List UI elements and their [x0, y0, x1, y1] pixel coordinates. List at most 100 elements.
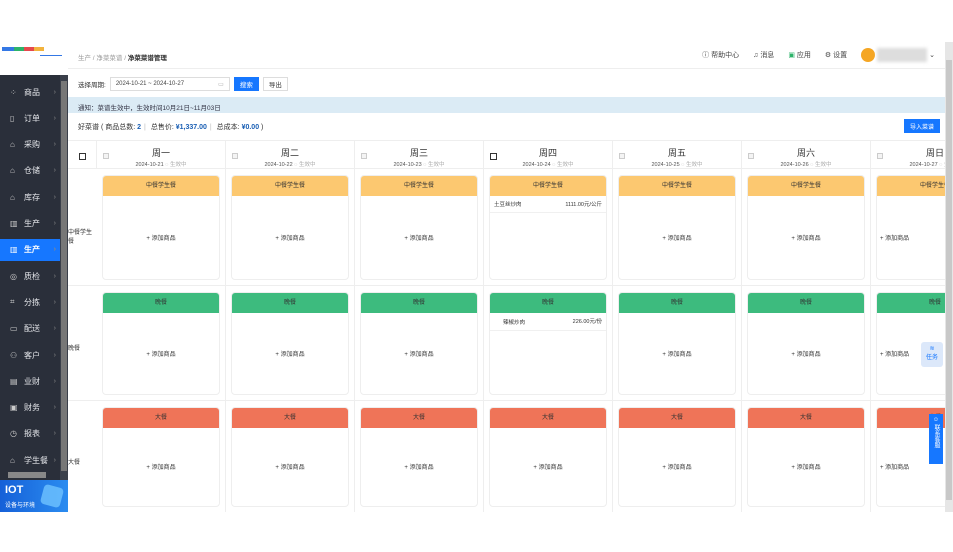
add-product-button[interactable]: + 添加商品 [404, 235, 434, 242]
day-checkbox[interactable] [232, 153, 238, 159]
user-menu[interactable]: ⌄ [861, 48, 935, 62]
add-product-button[interactable]: + 添加商品 [404, 464, 434, 471]
chat-icon: ☺ [932, 417, 940, 423]
add-product-button[interactable]: + 添加商品 [791, 464, 821, 471]
dish-checkbox[interactable] [494, 317, 501, 324]
layers-icon: ≋ [929, 346, 935, 352]
sidebar-item-14[interactable]: ⌂ 学生餐 › [0, 449, 60, 471]
chevron-right-icon: › [53, 114, 56, 122]
menu-name: 好菜谱 [78, 124, 99, 131]
day-date: 2024-10-21 ◌ 生效中 [97, 160, 225, 168]
date-text: 2024-10-25 [651, 162, 680, 168]
truck-icon: ▭ [10, 324, 18, 334]
clock-icon: ◷ [10, 429, 17, 439]
add-product-button[interactable]: + 添加商品 [275, 351, 305, 358]
day-header: 周二 2024-10-22 ◌ 生效中 [226, 141, 355, 169]
date-text: 2024-10-21 [135, 162, 164, 168]
add-product-button[interactable]: + 添加商品 [275, 464, 305, 471]
add-product-button[interactable]: + 添加商品 [533, 464, 563, 471]
chevron-right-icon: › [53, 430, 56, 438]
sidebar-scrollbar[interactable] [60, 75, 68, 480]
meal-card: 晚餐 辣椒炒肉 226.00元/份 [489, 292, 607, 395]
sidebar-item-10[interactable]: ⚇ 客户 › [0, 344, 60, 366]
day-checkbox[interactable] [490, 153, 497, 160]
sidebar-item-11[interactable]: ▤ 业财 › [0, 370, 60, 392]
day-checkbox[interactable] [748, 153, 754, 159]
breadcrumb-item[interactable]: 生产 [78, 55, 91, 62]
sidebar-item-4[interactable]: ⌂ 库存 › [0, 186, 60, 208]
day-checkbox[interactable] [619, 153, 625, 159]
sidebar-item-9[interactable]: ▭ 配送 › [0, 318, 60, 340]
settings-button[interactable]: ⚙ 设置 [825, 50, 847, 60]
apps-button[interactable]: ▣ 应用 [788, 50, 811, 60]
add-product-button[interactable]: + 添加商品 [791, 351, 821, 358]
add-product-button[interactable]: + 添加商品 [880, 464, 910, 471]
sidebar-item-8[interactable]: ⌗ 分拣 › [0, 291, 60, 313]
sidebar-item-label: 分拣 [24, 297, 40, 307]
day-checkbox[interactable] [361, 153, 367, 159]
add-product-button[interactable]: + 添加商品 [880, 351, 910, 358]
apps-label: 应用 [796, 52, 811, 59]
filter-bar: 选择周期: 2024-10-21 ~ 2024-10-27 ▭ 搜索 导出 [78, 77, 288, 91]
add-product-button[interactable]: + 添加商品 [146, 235, 176, 242]
breadcrumb-item[interactable]: 净菜菜谱 [96, 55, 123, 62]
sidebar-item-7[interactable]: ◎ 质检 › [0, 265, 60, 287]
day-checkbox[interactable] [103, 153, 109, 159]
day-header: 周日 2024-10-27 ◌ 生效中 [871, 141, 953, 169]
meal-card-header: 大餐 [619, 408, 735, 428]
add-product-button[interactable]: + 添加商品 [791, 235, 821, 242]
meal-cell: 晚餐 + 添加商品 [355, 286, 484, 401]
import-menu-button[interactable]: 导入菜谱 [903, 119, 940, 133]
select-all-checkbox[interactable] [79, 153, 86, 160]
topbar: 生产 / 净菜菜谱 / 净菜菜谱管理 ⓘ 帮助中心 ♫ 消息 ▣ 应用 ⚙ 设置… [68, 42, 945, 69]
sidebar-item-5[interactable]: ▥ 生产 › [0, 213, 60, 235]
add-product-button[interactable]: + 添加商品 [662, 464, 692, 471]
sidebar-horizontal-scrollbar[interactable] [0, 471, 60, 479]
add-product-button[interactable]: + 添加商品 [662, 235, 692, 242]
sidebar-item-1[interactable]: ▯ 订单 › [0, 107, 60, 129]
sidebar-item-13[interactable]: ◷ 报表 › [0, 423, 60, 445]
meal-card: 中餐学生餐 + 添加商品 [231, 175, 349, 280]
meal-label-text: 晚餐 [68, 346, 81, 352]
factory-icon: ▥ [10, 245, 18, 255]
export-button[interactable]: 导出 [262, 77, 288, 91]
meal-card: 中餐学生餐 + 添加商品 [360, 175, 478, 280]
messages-button[interactable]: ♫ 消息 [753, 50, 774, 60]
sidebar-item-label: 仓储 [24, 166, 40, 176]
sidebar-item-2[interactable]: ⌂ 采购 › [0, 134, 60, 156]
meal-cell: 大餐 + 添加商品 [484, 401, 613, 512]
search-button[interactable]: 搜索 [233, 77, 259, 91]
sidebar-item-12[interactable]: ▣ 财务 › [0, 397, 60, 419]
add-product-button[interactable]: + 添加商品 [146, 351, 176, 358]
meal-cell: 中餐学生餐 + 添加商品 [226, 169, 355, 286]
dish-item[interactable]: 土豆丝炒肉 1111.00元/公斤 [490, 196, 606, 213]
select-all-header [68, 141, 97, 169]
apps-icon: ▣ [788, 52, 795, 59]
sidebar-item-3[interactable]: ⌂ 仓储 › [0, 160, 60, 182]
day-name: 周六 [796, 148, 815, 158]
add-product-button[interactable]: + 添加商品 [404, 351, 434, 358]
iot-banner[interactable]: IOT 设备与环境 [0, 480, 68, 512]
cost-label: 总成本: [216, 124, 240, 131]
status-icon: ◌ [421, 162, 428, 168]
chart-icon: ▤ [10, 376, 18, 386]
sidebar-item-0[interactable]: ⁘ 商品 › [0, 81, 60, 103]
help-button[interactable]: ⓘ 帮助中心 [702, 50, 739, 60]
sidebar-item-label: 报表 [24, 429, 40, 439]
date-range-picker[interactable]: 2024-10-21 ~ 2024-10-27 ▭ [109, 77, 230, 91]
dish-item[interactable]: 辣椒炒肉 226.00元/份 [490, 313, 606, 331]
sidebar-item-6[interactable]: ▥ 生产 › [0, 238, 60, 261]
day-checkbox[interactable] [877, 153, 883, 159]
page-scrollbar[interactable] [945, 42, 953, 512]
add-product-button[interactable]: + 添加商品 [146, 464, 176, 471]
status-text: 生效中 [814, 162, 832, 168]
status-icon: ◌ [808, 162, 815, 168]
add-product-button[interactable]: + 添加商品 [275, 235, 305, 242]
add-product-button[interactable]: + 添加商品 [880, 235, 910, 242]
task-float-button[interactable]: ≋ 任务 [921, 342, 943, 367]
meal-card-header: 大餐 [103, 408, 219, 428]
customer-service-button[interactable]: ☺ 联系客服 [929, 414, 943, 464]
sidebar-item-label: 库存 [24, 192, 40, 202]
meal-label-text: 大餐 [68, 459, 81, 466]
add-product-button[interactable]: + 添加商品 [662, 351, 692, 358]
